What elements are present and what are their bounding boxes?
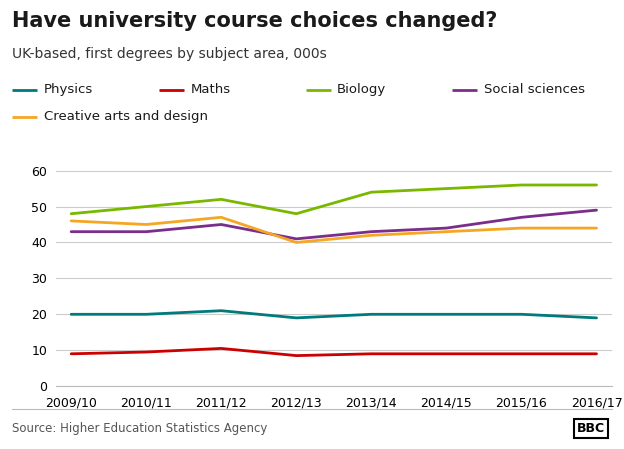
Text: UK-based, first degrees by subject area, 000s: UK-based, first degrees by subject area,…	[12, 47, 327, 61]
Text: Maths: Maths	[190, 84, 230, 96]
Text: Physics: Physics	[44, 84, 93, 96]
Text: Creative arts and design: Creative arts and design	[44, 110, 208, 123]
Text: BBC: BBC	[577, 423, 605, 435]
Text: Source: Higher Education Statistics Agency: Source: Higher Education Statistics Agen…	[12, 423, 268, 435]
Text: Have university course choices changed?: Have university course choices changed?	[12, 11, 498, 31]
Text: Biology: Biology	[337, 84, 386, 96]
Text: Social sciences: Social sciences	[484, 84, 585, 96]
